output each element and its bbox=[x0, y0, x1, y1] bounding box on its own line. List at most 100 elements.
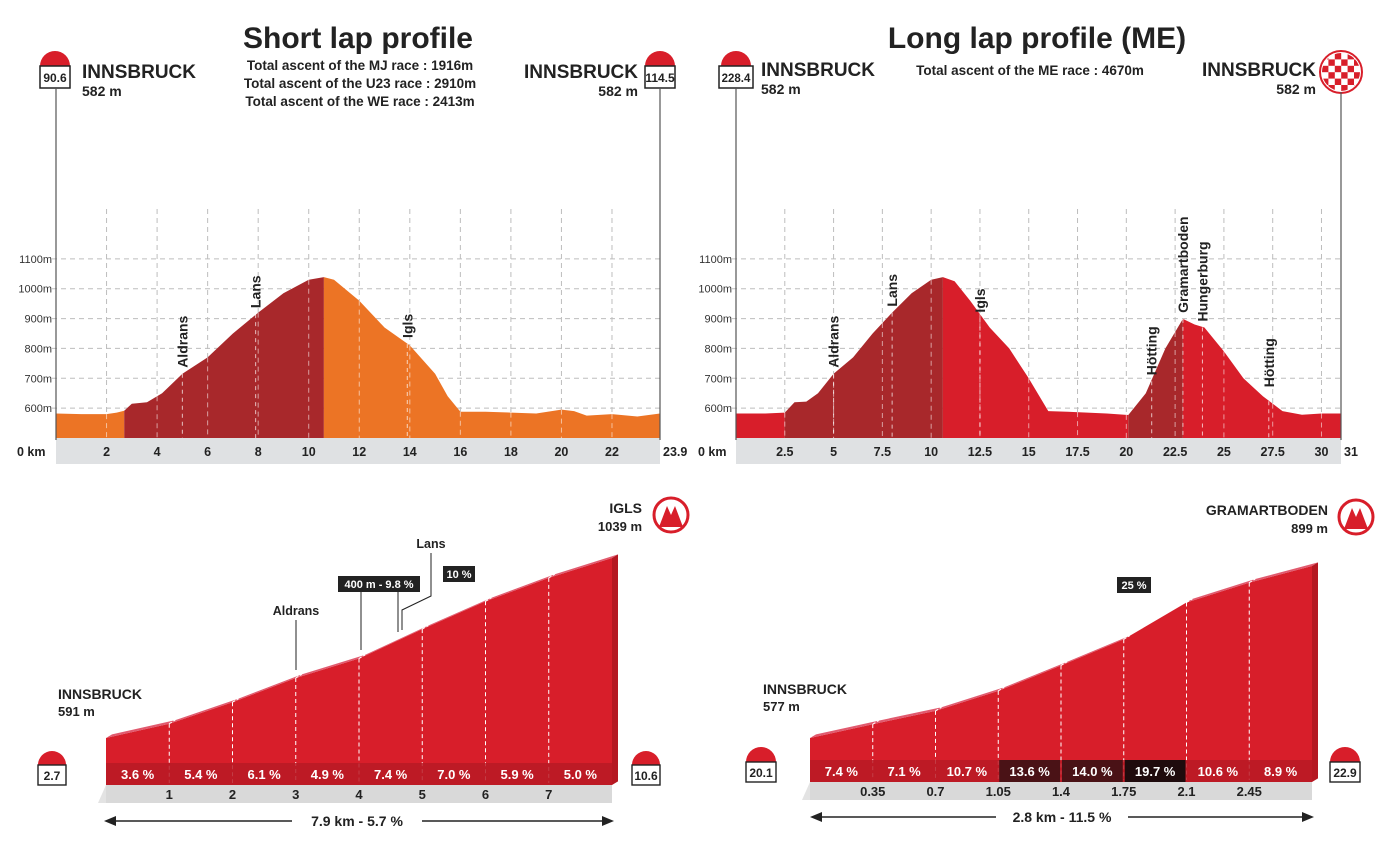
flag-square bbox=[1347, 65, 1354, 73]
climb-ribbon-separator bbox=[168, 719, 176, 725]
climb-distance-label: 0.35 bbox=[860, 784, 885, 799]
y-tick-label: 600m bbox=[704, 403, 732, 415]
short-lap-start-alt: 582 m bbox=[82, 83, 122, 99]
short-lap-finish-km: 114.5 bbox=[645, 71, 675, 85]
climb-segment-gradient: 5.9 % bbox=[501, 767, 535, 782]
x-axis-end-label: 31 bbox=[1344, 445, 1358, 459]
mountain-summit-icon bbox=[652, 496, 690, 534]
climb-ribbon-separator bbox=[548, 573, 556, 579]
climb-end-face bbox=[1312, 562, 1318, 782]
climb-end-face bbox=[612, 554, 618, 785]
climb-igls-tag-10: 10 % bbox=[443, 566, 475, 582]
climb-gram-start-alt: 577 m bbox=[763, 699, 800, 714]
place-label: Lans bbox=[248, 275, 264, 308]
climb-ribbon-separator bbox=[997, 686, 1005, 692]
climb-gram-end-km: 22.9 bbox=[1333, 766, 1357, 780]
climb-steep-band bbox=[1124, 760, 1186, 782]
profile-segment bbox=[124, 277, 324, 438]
flag-square bbox=[1328, 72, 1335, 79]
y-tick-label: 1100m bbox=[19, 254, 52, 266]
climb-distance-label: 5 bbox=[419, 787, 426, 802]
flag-square bbox=[1341, 72, 1348, 79]
x-tick-label: 25 bbox=[1217, 445, 1231, 459]
flag-square bbox=[1334, 78, 1342, 85]
long-lap-start-alt: 582 m bbox=[761, 81, 801, 97]
climb-segment-gradient: 7.0 % bbox=[437, 767, 471, 782]
flag-square bbox=[1341, 59, 1348, 66]
x-tick-label: 14 bbox=[403, 445, 417, 459]
place-label: Gramartboden bbox=[1175, 216, 1191, 312]
climb-ribbon-separator bbox=[1123, 635, 1131, 640]
climb-segment-gradient: 7.1 % bbox=[888, 764, 922, 779]
x-tick-label: 12 bbox=[352, 445, 366, 459]
profile-segment bbox=[1128, 318, 1183, 438]
climb-gram-top-alt: 899 m bbox=[1291, 521, 1328, 536]
climb-segment-gradient: 7.4 % bbox=[825, 764, 859, 779]
climb-gramartboden-chart: 7.4 % 7.1 % 10.7 % 13.6 % 14.0 % 19.7 % 10.6 %… bbox=[745, 498, 1375, 826]
start-dome-icon bbox=[38, 751, 66, 765]
short-lap-start-km: 90.6 bbox=[43, 71, 67, 85]
climb-ribbon-separator bbox=[872, 720, 880, 725]
x-axis-zero-label: 0 km bbox=[17, 445, 46, 459]
climb-segment-gradient: 13.6 % bbox=[1009, 764, 1050, 779]
x-tick-label: 20 bbox=[554, 445, 568, 459]
climb-ribbon-separator bbox=[295, 673, 303, 679]
climb-steep-band bbox=[999, 760, 1060, 782]
climb-igls-tag-10-text: 10 % bbox=[446, 569, 471, 581]
start-dome-icon bbox=[40, 51, 70, 66]
long-lap-finish-alt: 582 m bbox=[1276, 81, 1316, 97]
short-lap-title: Short lap profile bbox=[243, 22, 473, 55]
short-lap-finish-marker: 114.5 bbox=[644, 51, 676, 440]
x-tick-label: 7.5 bbox=[874, 445, 891, 459]
long-lap-finish-city: INNSBRUCK bbox=[1202, 60, 1316, 81]
climb-igls-start-km: 2.7 bbox=[44, 769, 61, 783]
short-lap-ascent-u23: Total ascent of the U23 race : 2910m bbox=[244, 76, 476, 91]
climb-gram-tag-25-text: 25 % bbox=[1121, 580, 1146, 592]
long-lap-start-marker: 228.4 bbox=[718, 51, 754, 440]
checkered-flag-icon bbox=[1319, 50, 1366, 97]
short-lap-ascent-mj: Total ascent of the MJ race : 1916m bbox=[247, 58, 473, 73]
y-tick-label: 700m bbox=[704, 373, 732, 385]
climb-distance-label: 2.1 bbox=[1177, 784, 1195, 799]
x-tick-label: 5 bbox=[830, 445, 837, 459]
y-tick-label: 1000m bbox=[698, 284, 732, 296]
flag-square bbox=[1347, 78, 1354, 85]
climb-gram-tag-25: 25 % bbox=[1117, 577, 1151, 593]
short-lap-finish-alt: 582 m bbox=[598, 83, 638, 99]
flag-square bbox=[1322, 91, 1328, 97]
long-lap-ascent-me: Total ascent of the ME race : 4670m bbox=[916, 63, 1144, 78]
place-label: Aldrans bbox=[174, 315, 190, 367]
climb-gram-start-marker: 20.1 bbox=[745, 747, 777, 783]
flag-square bbox=[1360, 91, 1366, 97]
climb-igls-start-city: INNSBRUCK bbox=[58, 686, 142, 702]
climb-gram-end-marker: 22.9 bbox=[1329, 747, 1361, 783]
climb-distance-label: 6 bbox=[482, 787, 489, 802]
y-tick-label: 900m bbox=[24, 314, 52, 326]
x-axis-end-label: 23.9 bbox=[663, 445, 687, 459]
climb-ribbon-separator bbox=[1060, 661, 1068, 666]
climb-igls-end-marker: 10.6 bbox=[631, 751, 661, 786]
climb-distance-label: 7 bbox=[545, 787, 552, 802]
y-tick-label: 800m bbox=[24, 343, 52, 355]
profile-segment bbox=[942, 277, 1129, 438]
climb-gram-summary-text: 2.8 km - 11.5 % bbox=[1013, 809, 1112, 825]
short-lap-start-marker: 90.6 bbox=[39, 51, 71, 440]
x-axis-band bbox=[56, 438, 660, 464]
end-dome-icon bbox=[632, 751, 660, 765]
climb-ribbon-separator bbox=[1186, 598, 1193, 603]
profile-segment bbox=[784, 277, 943, 438]
place-label: Hötting bbox=[1261, 338, 1277, 387]
x-tick-label: 12.5 bbox=[968, 445, 992, 459]
climb-segment-gradient: 5.0 % bbox=[564, 767, 598, 782]
climb-gram-summary: 2.8 km - 11.5 % bbox=[810, 808, 1314, 826]
climb-igls-summary: 7.9 km - 5.7 % bbox=[104, 812, 614, 830]
place-label: Aldrans bbox=[826, 315, 842, 367]
short-lap-panel: 600m 700m 800m 900m 1000m 1100m 2 4 6 8 10 12 14 16 1… bbox=[0, 0, 694, 470]
climb-steep-band bbox=[1062, 760, 1123, 782]
x-tick-label: 20 bbox=[1119, 445, 1133, 459]
climb-distance-label: 0.7 bbox=[926, 784, 944, 799]
x-tick-label: 8 bbox=[255, 445, 262, 459]
x-tick-label: 15 bbox=[1022, 445, 1036, 459]
climb-distance-band bbox=[106, 785, 612, 803]
climb-segment-gradient: 7.4 % bbox=[374, 767, 408, 782]
